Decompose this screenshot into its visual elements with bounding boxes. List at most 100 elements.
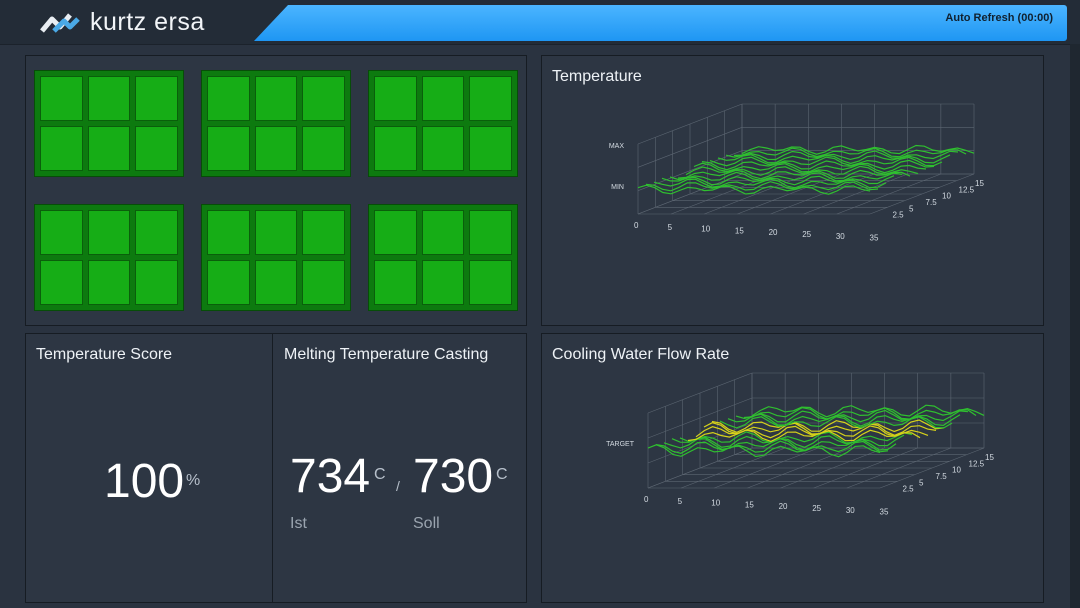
x-axis-tick: 10 [711,499,720,508]
mold-status-panel [25,55,527,326]
z-axis-tick: 7.5 [926,198,938,207]
mold-4[interactable] [34,204,184,311]
auto-refresh-indicator[interactable]: Auto Refresh (00:00) [945,12,1053,24]
scrollbar[interactable] [1070,44,1080,608]
z-axis-tick: 5 [909,204,914,213]
kpi-divider [272,334,273,602]
mold-cell [207,260,250,305]
melting-temperature-actual-value: 734 [290,450,371,503]
mold-cell [135,210,178,255]
mold-cell [40,76,83,121]
y-axis-label: MIN [611,184,624,191]
x-axis-tick: 0 [634,221,639,230]
temperature-score-unit: % [186,472,201,489]
x-axis-tick: 20 [769,228,778,237]
mold-5[interactable] [201,204,351,311]
melting-temperature-title: Melting Temperature Casting [284,346,489,363]
chart-series-lines [637,144,975,195]
cooling-water-flow-chart-panel: Cooling Water Flow Rate TARGET 0 5 10 15 20 25… [541,333,1044,603]
status-banner: Auto Refresh (00:00) [254,5,1067,41]
y-axis-label: TARGET [606,441,635,448]
chart-floor-grid [647,447,985,489]
x-axis-tick: 5 [678,497,683,506]
chart-series-lines [647,404,985,458]
mold-cell [87,260,131,305]
y-axis-label: MAX [609,143,625,150]
mold-cell [302,126,345,171]
mold-cell [87,126,131,171]
melting-temperature-target-label: Soll [413,515,440,532]
x-axis-tick: 25 [802,230,811,239]
brand-logo[interactable]: kurtz ersa [40,8,205,36]
x-axis-tick: 30 [836,232,845,241]
temperature-chart-title: Temperature [552,68,642,85]
z-axis-tick: 2.5 [903,485,915,494]
cooling-water-flow-chart-title: Cooling Water Flow Rate [552,346,730,363]
mold-1[interactable] [34,70,184,177]
mold-cell [254,210,298,255]
mold-cell [135,126,178,171]
brand-name: kurtz ersa [90,7,205,36]
mold-cell [302,260,345,305]
mold-cell [40,260,83,305]
z-axis-tick: 5 [919,478,924,487]
z-axis-tick: 7.5 [936,472,948,481]
kpi-panel: Temperature Score 100 % Melting Temperat… [25,333,527,603]
x-axis-tick: 0 [644,495,649,504]
mold-cell [40,126,83,171]
mold-cell [207,210,250,255]
mold-cell [254,76,298,121]
x-axis-tick: 15 [745,500,754,509]
mold-cell [207,126,250,171]
z-axis-tick: 12.5 [959,185,975,194]
melting-temperature-actual-unit: C [374,466,386,483]
melting-temperature-target-unit: C [496,466,508,483]
mold-cell [374,126,417,171]
x-axis-tick: 20 [779,502,788,511]
mold-cell [374,260,417,305]
mold-cell [254,126,298,171]
mold-cell [469,76,512,121]
mold-cell [40,210,83,255]
mold-2[interactable] [201,70,351,177]
x-axis-tick: 10 [701,225,710,234]
mold-cell [469,260,512,305]
x-axis-tick: 30 [846,506,855,515]
x-axis-tick: 35 [870,234,879,243]
mold-3[interactable] [368,70,518,177]
mold-cell [469,210,512,255]
z-axis-tick: 12.5 [969,459,985,468]
melting-temperature-separator: / [396,478,400,494]
mold-6[interactable] [368,204,518,311]
mold-cell [87,76,131,121]
mold-cell [469,126,512,171]
mold-cell [374,210,417,255]
mold-cell [421,260,465,305]
z-axis-tick: 2.5 [893,211,905,220]
top-bar: kurtz ersa Auto Refresh (00:00) [0,0,1080,45]
x-axis-tick: 15 [735,226,744,235]
x-axis-tick: 25 [812,504,821,513]
mold-cell [374,76,417,121]
mold-cell [421,76,465,121]
mold-cell [254,260,298,305]
z-axis-tick: 10 [952,466,961,475]
temperature-chart-panel: Temperature MAX MIN 0 5 10 15 20 25 30 35 2.5 5 7.5 1… [541,55,1044,326]
z-axis-tick: 10 [942,192,951,201]
mold-cell [302,76,345,121]
kurtz-ersa-logo-icon [40,9,80,35]
mold-cell [421,210,465,255]
x-axis-tick: 5 [668,223,673,232]
chart-side-wall-grid [647,372,753,489]
mold-cell [302,210,345,255]
z-axis-tick: 15 [975,179,984,188]
x-axis-tick: 35 [880,508,889,517]
chart-side-wall-grid [637,103,743,215]
melting-temperature-target-value: 730 [413,450,494,503]
melting-temperature-actual-label: Ist [290,515,307,532]
temperature-score-value: 100 [104,455,185,508]
temperature-score-title: Temperature Score [36,346,173,363]
mold-cell [207,76,250,121]
